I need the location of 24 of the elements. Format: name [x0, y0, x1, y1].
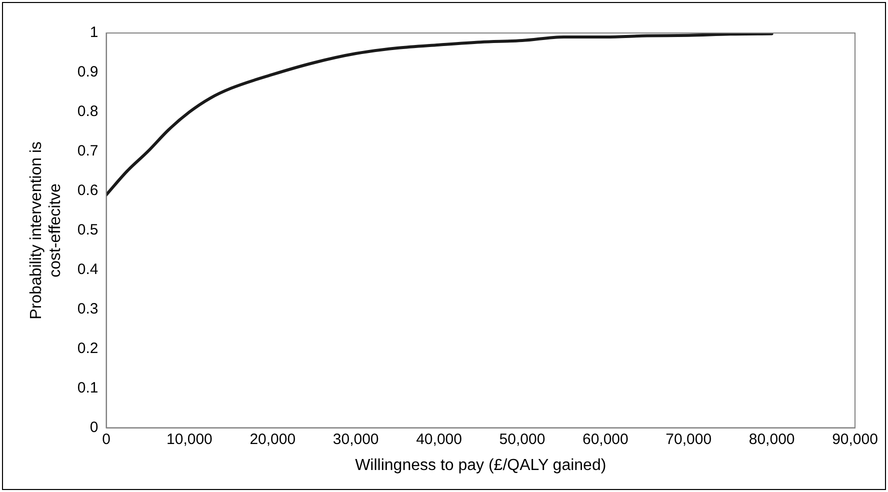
y-tick-label: 0.6 — [77, 182, 98, 200]
y-tick-label: 0.7 — [77, 142, 98, 160]
x-tick-label: 50,000 — [499, 430, 546, 448]
y-tick-label: 0.5 — [77, 222, 98, 239]
y-tick-label: 0.2 — [77, 340, 98, 357]
y-tick-label: 0.3 — [77, 300, 98, 318]
x-tick-label: 90,000 — [832, 430, 878, 448]
y-axis-title: Probability intervention is cost-effecitve — [28, 141, 64, 320]
x-tick-label: 80,000 — [748, 430, 795, 448]
x-tick-label: 40,000 — [416, 430, 462, 448]
x-axis-title: Willingness to pay (£/QALY gained) — [355, 456, 606, 474]
x-tick-label: 20,000 — [250, 430, 296, 448]
y-tick-label: 0.8 — [77, 103, 98, 120]
x-tick-label: 70,000 — [666, 430, 712, 448]
y-tick-label: 0.9 — [77, 64, 98, 81]
y-tick-label: 0.4 — [77, 261, 98, 278]
x-tick-label: 10,000 — [166, 430, 212, 448]
y-tick-label: 0.1 — [77, 379, 98, 396]
line-series — [106, 33, 774, 196]
x-tick-label: 60,000 — [582, 430, 628, 448]
y-tick-label: 0 — [90, 418, 98, 436]
x-tick-label: 30,000 — [332, 430, 379, 448]
x-tick-label: 0 — [102, 430, 110, 448]
y-tick-label: 1 — [90, 24, 98, 42]
